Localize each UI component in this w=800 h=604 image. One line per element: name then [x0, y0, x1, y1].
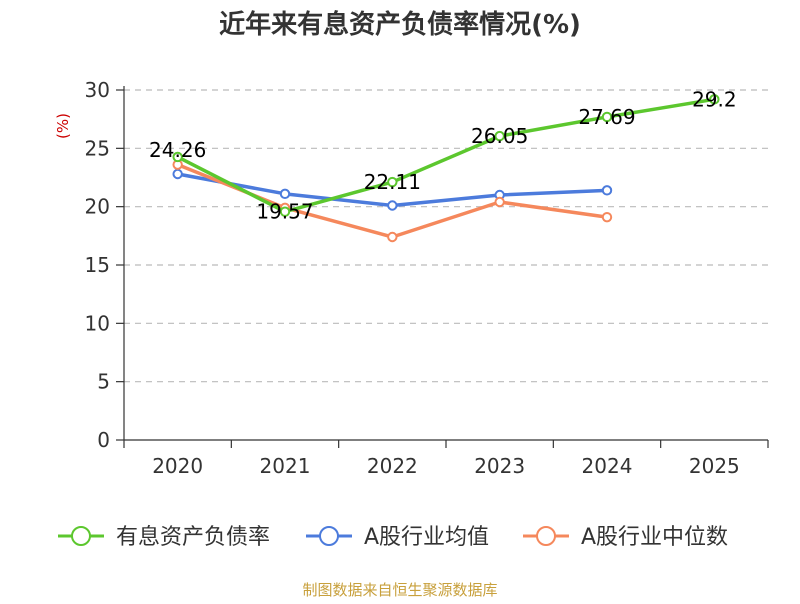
data-point[interactable] [387, 176, 398, 188]
legend-marker-icon [319, 526, 339, 546]
legend-marker-icon [536, 526, 556, 546]
data-point[interactable] [494, 130, 505, 142]
data-label: 27.69 [578, 105, 635, 129]
data-point[interactable] [279, 206, 291, 217]
y-tick-label: 25 [85, 136, 110, 160]
legend-item-2[interactable]: A股行业中位数 [523, 525, 728, 550]
data-label: 19.57 [256, 200, 313, 224]
legend-item-0[interactable]: 有息资产负债率 [58, 525, 270, 550]
y-axis-unit: (%) [54, 113, 72, 139]
series-group [172, 94, 720, 243]
grid-lines [124, 89, 768, 383]
legend-item-1[interactable]: A股行业均值 [306, 525, 489, 550]
data-label: 26.05 [471, 124, 528, 148]
data-point[interactable] [601, 185, 613, 196]
data-point[interactable] [172, 168, 183, 180]
x-tick-label: 2020 [152, 454, 203, 478]
series-0 [172, 94, 720, 217]
data-point[interactable] [709, 94, 720, 105]
data-point[interactable] [387, 200, 398, 211]
y-tick-label: 20 [85, 195, 110, 219]
x-tick-label: 2021 [260, 454, 311, 478]
series-line [175, 97, 717, 214]
data-label: 29.2 [692, 87, 737, 111]
data-label: 22.11 [364, 170, 421, 194]
data-point[interactable] [601, 111, 613, 123]
x-tick-label: 2025 [689, 454, 740, 478]
x-tick-label: 2022 [367, 454, 418, 478]
x-tick-label: 2024 [582, 454, 633, 478]
data-point[interactable] [387, 231, 398, 243]
y-tick-label: 15 [85, 253, 110, 277]
data-point[interactable] [172, 151, 183, 163]
y-tick-label: 30 [85, 78, 110, 102]
legend-marker-icon [71, 526, 91, 546]
chart-title: 近年来有息资产负债率情况(%) [219, 9, 581, 40]
y-tick-label: 10 [85, 311, 110, 335]
data-label: 24.26 [149, 138, 206, 162]
series-1 [172, 168, 613, 211]
legend-label: A股行业中位数 [581, 525, 728, 550]
data-point[interactable] [279, 188, 291, 200]
legend-label: 有息资产负债率 [116, 525, 270, 550]
x-tick-label: 2023 [474, 454, 525, 478]
legend: 有息资产负债率 A股行业均值 A股行业中位数 [58, 525, 728, 550]
data-point[interactable] [494, 196, 505, 208]
data-labels: 24.26 19.57 22.11 26.05 27.69 29.2 [149, 87, 737, 223]
y-tick-label: 5 [97, 370, 110, 394]
data-point[interactable] [601, 211, 613, 223]
y-tick-label: 0 [97, 428, 110, 452]
source-note: 制图数据来自恒生聚源数据库 [302, 581, 497, 599]
legend-label: A股行业均值 [364, 525, 489, 550]
